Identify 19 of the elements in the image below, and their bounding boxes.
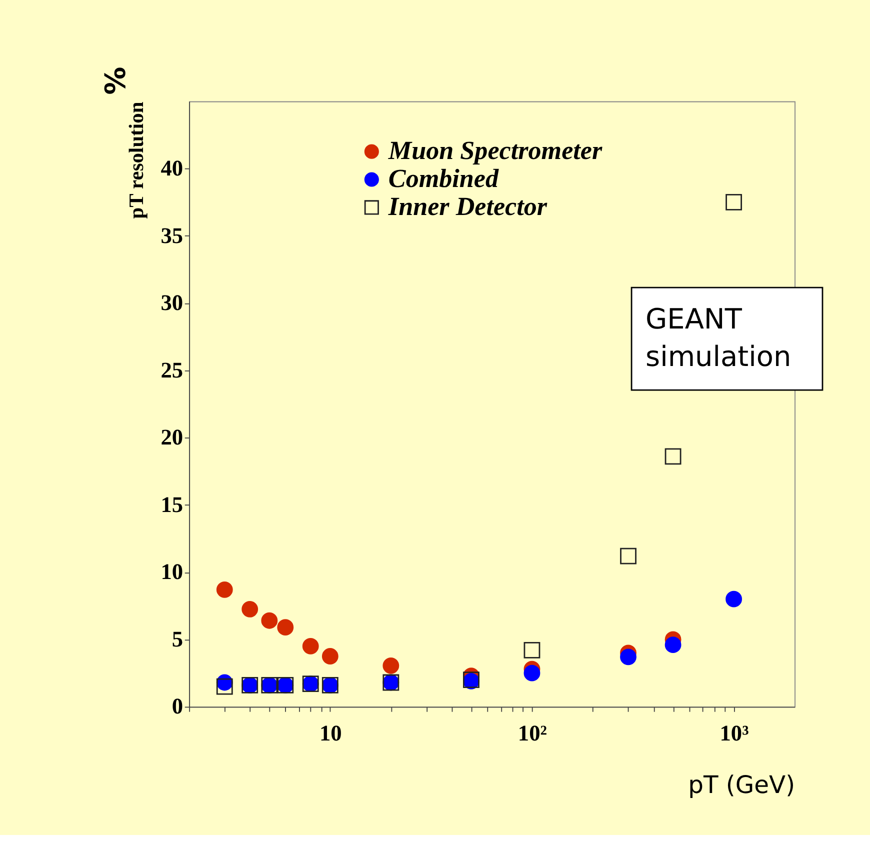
- x-axis-title: pT (GeV): [688, 770, 796, 799]
- y-tick-label: 40: [160, 156, 184, 181]
- text: %: [98, 66, 132, 95]
- x-tick-label: 10: [319, 720, 342, 746]
- y-tick-label: 35: [160, 222, 184, 248]
- y-tick-label: 20: [160, 424, 184, 450]
- y-tick-label: 15: [160, 492, 184, 517]
- x-tick-label: 10²: [518, 720, 548, 746]
- y-tick-label: 25: [160, 357, 184, 382]
- y-tick-label: 5: [172, 626, 184, 652]
- y-tick-label: 0: [172, 694, 184, 719]
- legend-label: Combined: [388, 164, 500, 193]
- annotation: GEANT simulation: [646, 302, 792, 373]
- y-axis-title: pT resolution: [126, 101, 148, 219]
- legend-label: Inner Detector: [387, 192, 548, 221]
- y-tick-label: 30: [160, 290, 184, 316]
- legend-label: Muon Spectrometer: [387, 136, 603, 166]
- x-tick-label: 10³: [720, 720, 750, 746]
- y-tick-label: 10: [160, 559, 184, 584]
